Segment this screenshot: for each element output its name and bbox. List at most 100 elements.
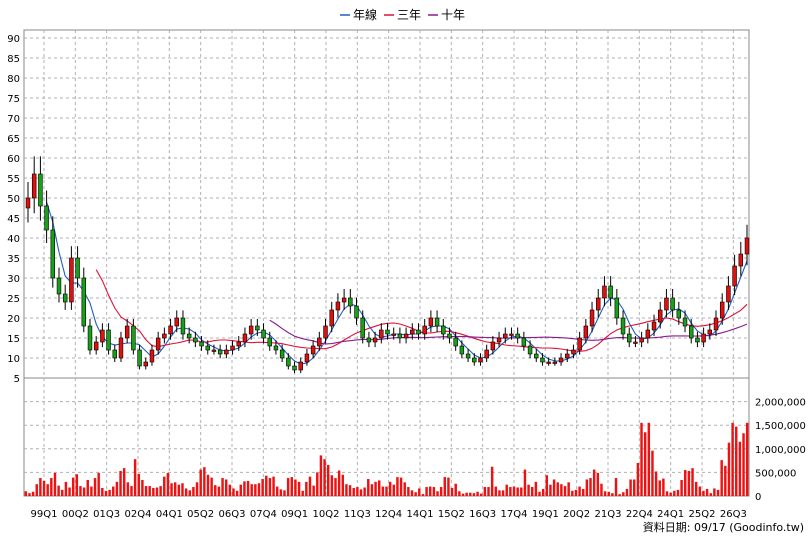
chart-legend: 年線 三年 十年	[340, 7, 465, 22]
candle-body	[571, 349, 576, 355]
volume-bar	[152, 487, 155, 496]
volume-bar	[68, 487, 71, 496]
candle	[391, 327, 396, 340]
price-tick-label: 20	[7, 314, 20, 325]
volume-bar	[439, 487, 443, 496]
volume-bar	[552, 479, 556, 496]
volume-bar	[673, 490, 676, 496]
candle	[434, 310, 440, 333]
candle	[403, 327, 409, 344]
candle	[44, 190, 49, 243]
candle	[428, 310, 434, 333]
price-tick-label: 35	[7, 254, 20, 265]
candle-body	[242, 333, 248, 343]
candle	[459, 340, 465, 359]
x-tick-label: 11Q3	[344, 509, 371, 520]
candle-body	[56, 277, 62, 295]
candle-body	[248, 325, 254, 335]
candle-body	[707, 329, 713, 335]
candle	[298, 357, 303, 374]
volume-bar	[392, 484, 396, 496]
volume-bar	[385, 486, 388, 496]
candle	[688, 318, 694, 344]
x-tick-label: 15Q2	[438, 509, 465, 520]
volume-bar	[166, 472, 170, 496]
volume-bar	[705, 488, 709, 496]
chart-axes: 90 85 80 75 70 65 60 55 50 45 40 35 30 25 20 15 10 5 2,000…	[7, 34, 806, 520]
price-tick-label: 65	[7, 134, 20, 145]
candle-body	[441, 325, 446, 335]
candle	[236, 336, 241, 351]
candle-body	[162, 333, 167, 339]
volume-bar	[388, 481, 392, 496]
volume-bar	[407, 487, 410, 496]
volume-bar	[490, 466, 494, 496]
candle	[713, 310, 719, 336]
volume-bar	[301, 490, 304, 496]
candle	[304, 348, 310, 366]
candle-body	[614, 297, 620, 319]
volume-bar	[410, 490, 414, 496]
candle-body	[422, 325, 427, 335]
candle	[732, 254, 737, 296]
candle-body	[255, 325, 260, 331]
volume-bar	[159, 486, 162, 496]
candle	[31, 156, 37, 214]
candle	[230, 340, 235, 355]
volume-bar	[250, 484, 253, 496]
volume-bar	[275, 486, 279, 496]
volume-bar	[512, 486, 516, 496]
volume-bar	[31, 491, 35, 496]
candle-body	[193, 337, 198, 343]
candle-body	[360, 317, 365, 339]
volume-bar	[192, 487, 195, 496]
candle	[546, 357, 551, 366]
candle	[676, 301, 682, 325]
candle	[255, 318, 260, 336]
volume-bar	[279, 489, 283, 496]
candle	[589, 301, 595, 333]
volume-bar	[359, 489, 363, 496]
source-note: 資料日期: 09/17 (Goodinfo.tw)	[643, 520, 804, 534]
candle-body	[174, 317, 179, 327]
volume-bar	[224, 479, 228, 496]
candle-body	[503, 333, 508, 339]
volume-bar	[181, 483, 184, 496]
price-tick-label: 5	[14, 374, 20, 385]
candle-body	[354, 305, 359, 319]
volume-bar	[232, 488, 235, 496]
candle-body	[602, 285, 607, 299]
volume-bar	[461, 493, 465, 496]
volume-bar	[698, 486, 702, 496]
price-tick-label: 60	[7, 154, 20, 165]
volume-bar	[399, 477, 403, 496]
candle	[292, 361, 297, 374]
x-tick-label: 16Q3	[469, 509, 496, 520]
volume-bar	[469, 492, 472, 496]
x-tick-label: 22Q4	[626, 509, 653, 520]
candle-body	[75, 257, 80, 279]
volume-bar	[381, 486, 385, 496]
volume-bar	[691, 468, 694, 496]
volume-bar	[188, 490, 191, 496]
volume-bar	[122, 468, 126, 496]
volume-bar	[428, 486, 432, 496]
candle	[447, 327, 452, 344]
x-tick-label: 21Q3	[595, 509, 622, 520]
candle	[416, 323, 421, 340]
candle-body	[335, 301, 341, 311]
volume-bar	[348, 485, 352, 496]
candle-body	[323, 325, 328, 339]
volume-bar	[447, 477, 450, 496]
candle	[143, 357, 148, 370]
candle	[118, 331, 124, 362]
price-tick-label: 85	[7, 54, 20, 65]
candle-body	[273, 345, 279, 351]
candle-body	[416, 329, 421, 335]
price-tick-label: 40	[7, 234, 20, 245]
volume-bar	[316, 472, 319, 496]
price-tick-label: 55	[7, 174, 20, 185]
candle	[131, 318, 136, 355]
volume-bar	[46, 484, 49, 496]
